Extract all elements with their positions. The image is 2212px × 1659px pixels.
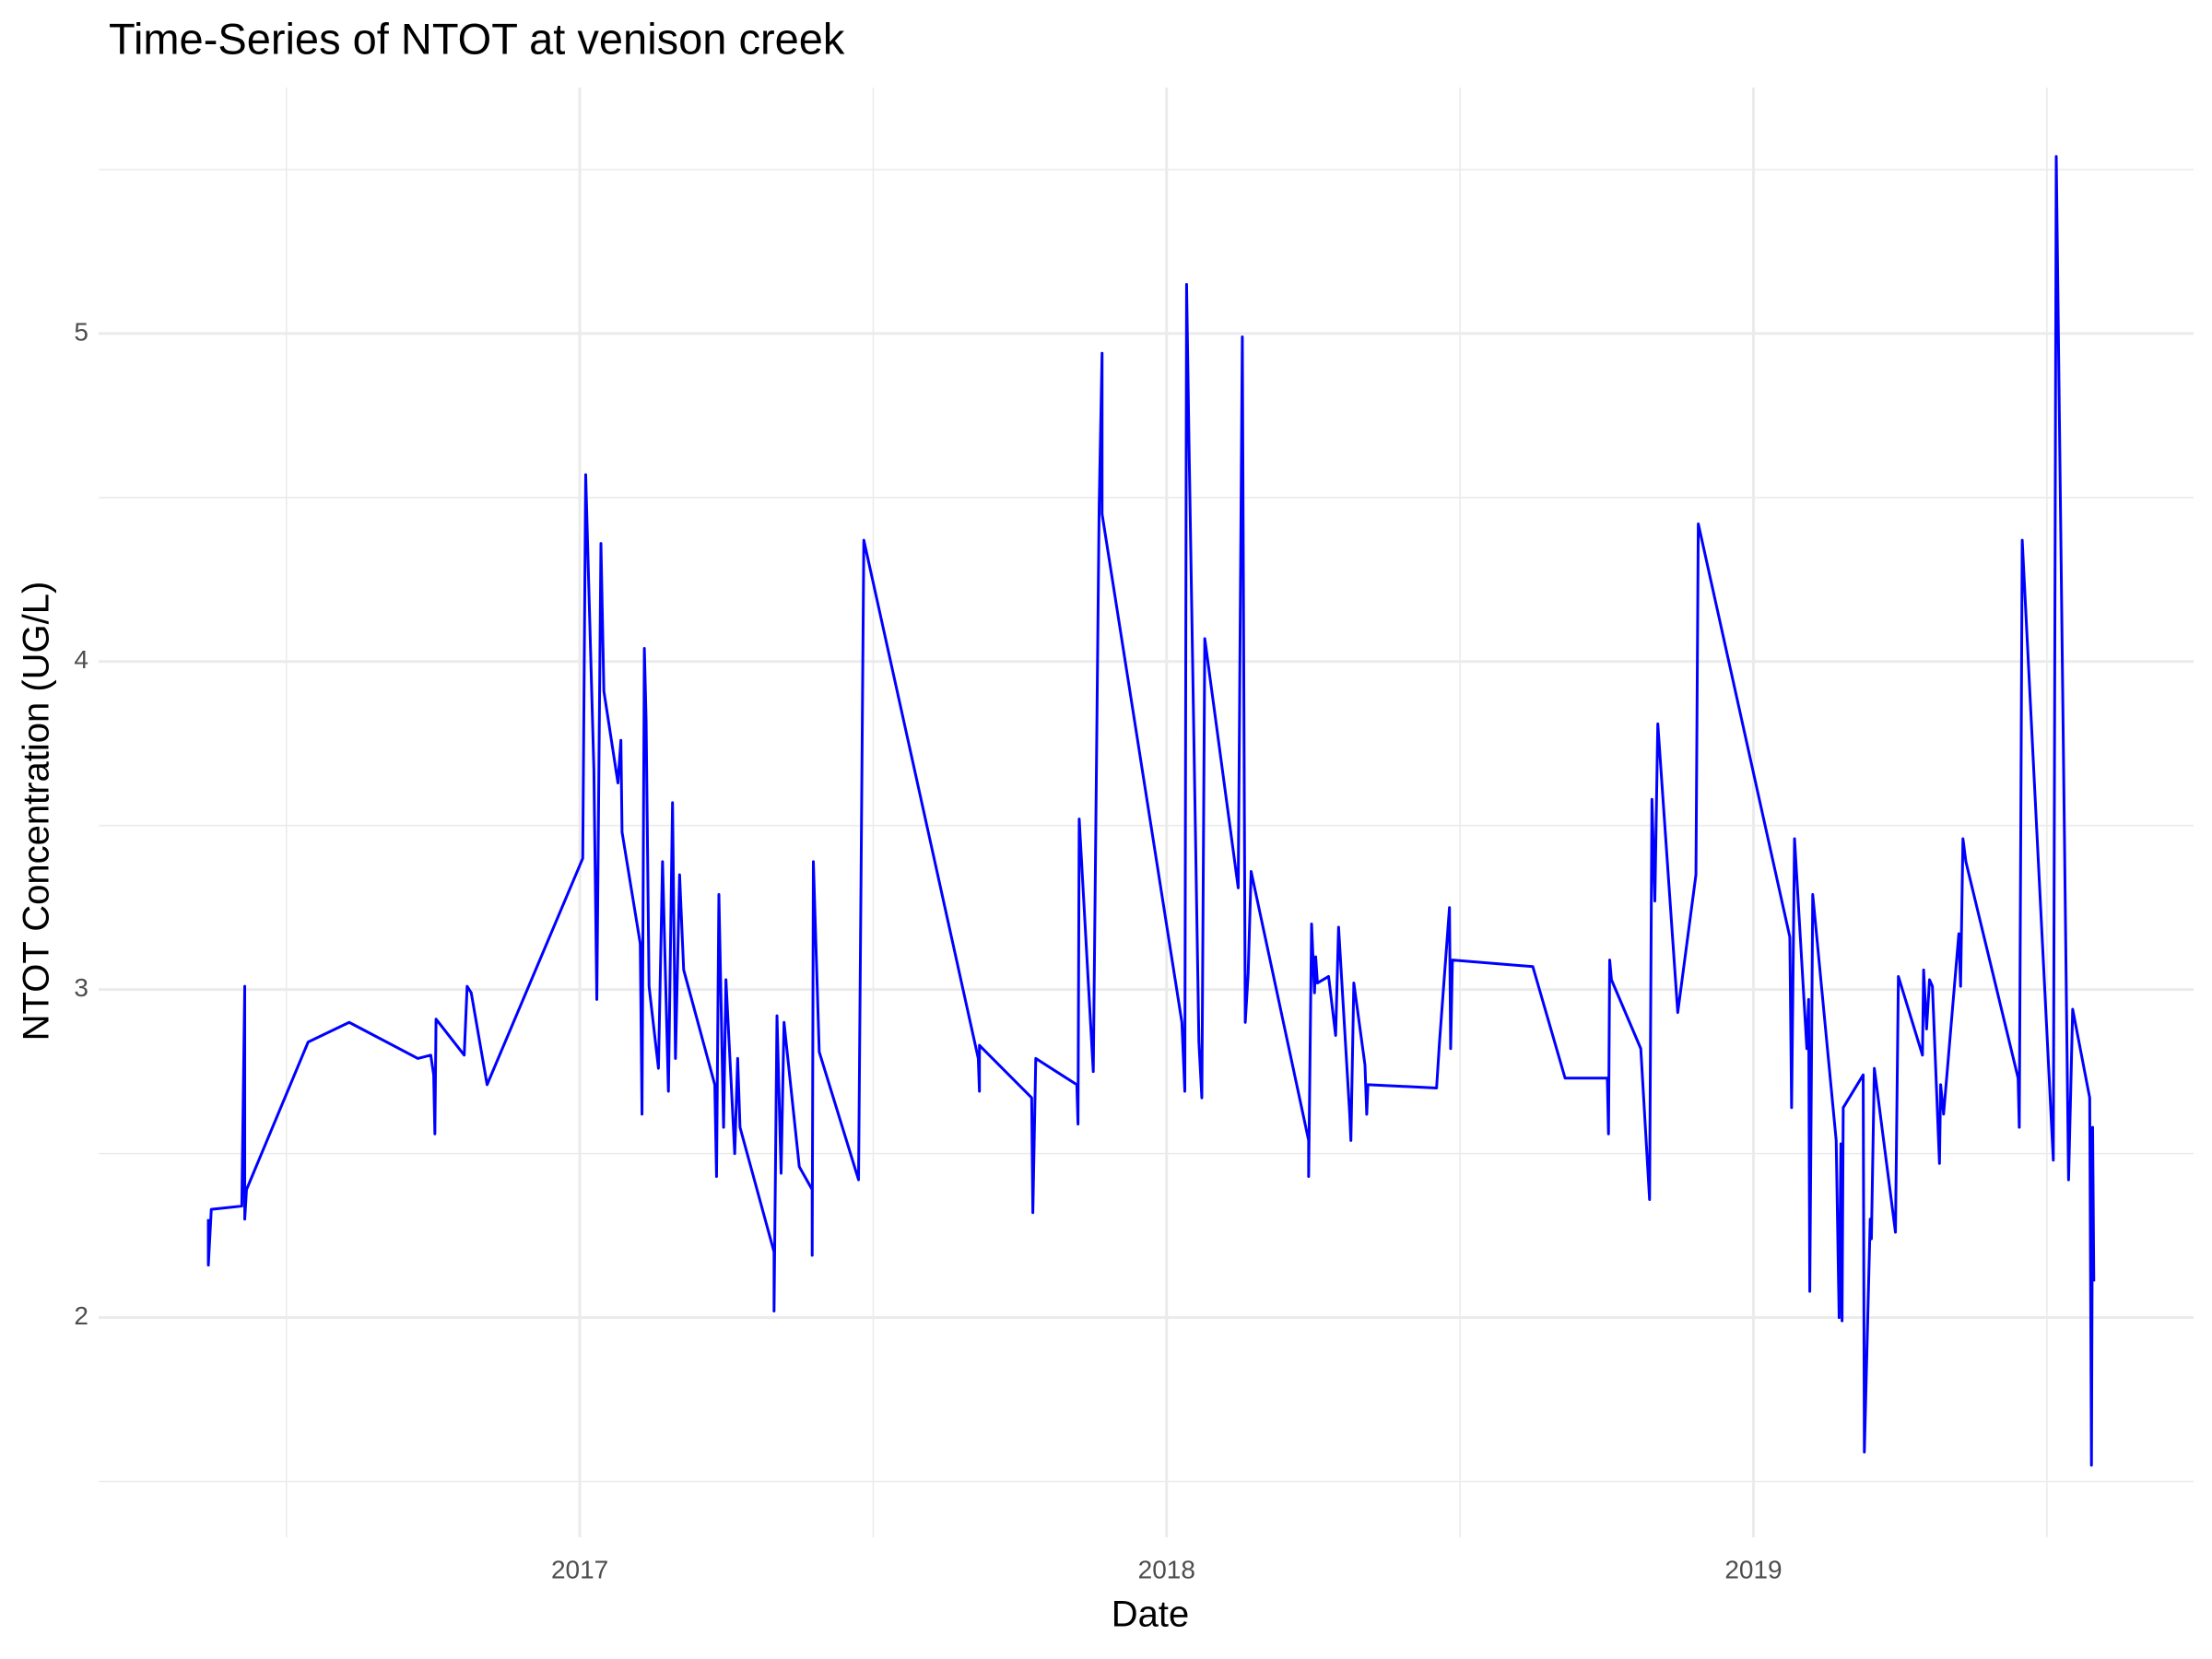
x-tick-label: 2017	[551, 1555, 608, 1583]
y-tick-label: 2	[74, 1301, 88, 1330]
x-tick-label: 2019	[1724, 1555, 1782, 1583]
plot	[206, 155, 2096, 1467]
data-line	[206, 155, 2096, 1467]
y-tick-label: 3	[74, 973, 88, 1002]
y-axis-title: NTOT Concentration (UG/L)	[17, 582, 57, 1041]
grid: 2017 2018 2019 2 3 4 5	[74, 88, 2194, 1583]
x-tick-label: 2018	[1138, 1555, 1195, 1583]
y-tick-label: 4	[74, 645, 88, 674]
x-axis-title: Date	[1112, 1594, 1190, 1635]
y-tick-label: 5	[74, 317, 88, 346]
chart-title: Time-Series of NTOT at venison creek	[109, 14, 845, 63]
